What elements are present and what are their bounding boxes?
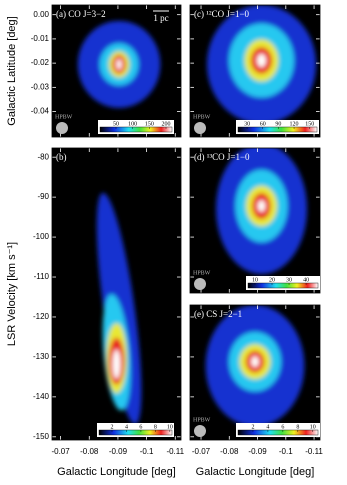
y-tick-label: -0.01 <box>31 34 50 43</box>
colorbar-tick-label: 60 <box>260 121 266 127</box>
panel-label: (b) <box>56 152 67 162</box>
colorbar <box>237 429 319 436</box>
beam-label: HPBW <box>193 270 211 276</box>
emission-blob <box>112 349 121 379</box>
colorbar-tick-label: 8 <box>296 424 299 430</box>
x-tick-label: -0.1 <box>279 447 293 456</box>
emission-blob <box>257 200 266 212</box>
beam <box>194 278 206 290</box>
colorbar-tick-label: 20 <box>269 277 275 283</box>
colorbar-tick-label: 10 <box>167 424 173 430</box>
emission <box>205 305 305 427</box>
colorbar-tick-label: 4 <box>266 424 269 430</box>
y-tick-label: -80 <box>37 152 49 161</box>
x-tick-label: -0.08 <box>80 447 99 456</box>
x-tick-label: -0.11 <box>166 447 184 456</box>
colorbar <box>99 126 173 133</box>
panel-frame <box>189 4 321 138</box>
colorbar-tick-label: 2 <box>251 424 254 430</box>
beam-label: HPBW <box>55 114 73 120</box>
y-axis-label: Galactic Latitude [deg] <box>6 16 18 125</box>
beam <box>194 425 206 437</box>
x-tick-label: -0.08 <box>220 447 239 456</box>
panel <box>52 5 181 137</box>
colorbar-tick-label: 10 <box>252 277 258 283</box>
colorbar-tick-label: 50 <box>113 121 119 127</box>
emission <box>96 192 142 425</box>
panel-label: (c) ¹²CO J=1−0 <box>194 9 250 19</box>
colorbar-tick-label: 40 <box>303 277 309 283</box>
colorbar <box>98 429 173 436</box>
panel <box>190 5 320 137</box>
y-axis-label: LSR Velocity [km s⁻¹] <box>6 242 18 346</box>
colorbar-tick-label: 120 <box>290 121 299 127</box>
beam-label: HPBW <box>193 417 211 423</box>
panel-frame <box>51 4 182 138</box>
y-tick-label: -100 <box>33 232 50 241</box>
x-tick-label: -0.1 <box>140 447 154 456</box>
x-axis-label: Galactic Longitude [deg] <box>57 466 176 478</box>
panel-frame <box>51 147 182 441</box>
x-tick-label: -0.09 <box>248 447 267 456</box>
colorbar-tick-label: 150 <box>305 121 314 127</box>
panel-frame <box>189 304 321 441</box>
colorbar-tick-label: 6 <box>139 424 142 430</box>
emission <box>216 148 307 275</box>
colorbar-tick-label: 30 <box>286 277 292 283</box>
colorbar <box>237 126 318 133</box>
y-tick-label: -0.03 <box>31 82 50 91</box>
colorbar-tick-label: 8 <box>154 424 157 430</box>
colorbar-tick-label: 90 <box>275 121 281 127</box>
panel <box>52 148 181 440</box>
colorbar-tick-label: 200 <box>162 121 171 127</box>
colorbar-tick-label: 4 <box>125 424 128 430</box>
panel-label: (e) CS J=2−1 <box>194 309 242 319</box>
y-tick-label: -140 <box>33 392 50 401</box>
colorbar <box>247 282 319 289</box>
y-tick-label: -130 <box>33 352 50 361</box>
panel-frame <box>189 147 321 294</box>
beam <box>56 122 68 134</box>
panel-label: (d) ¹³CO J=1−0 <box>194 152 250 162</box>
emission-blob <box>256 53 267 68</box>
colorbar-tick-label: 30 <box>244 121 250 127</box>
colorbar-tick-label: 150 <box>145 121 154 127</box>
beam <box>194 122 206 134</box>
y-tick-label: -120 <box>33 312 50 321</box>
x-tick-label: -0.07 <box>192 447 211 456</box>
x-axis-label: Galactic Longitude [deg] <box>196 466 315 478</box>
x-tick-label: -0.11 <box>305 447 323 456</box>
emission-blob <box>251 356 259 368</box>
colorbar-tick-label: 6 <box>281 424 284 430</box>
colorbar-tick-label: 10 <box>310 424 316 430</box>
x-tick-label: -0.07 <box>51 447 70 456</box>
colorbar-tick-label: 100 <box>128 121 137 127</box>
scalebar-label: 1 pc <box>153 13 168 23</box>
emission-blob <box>116 59 122 70</box>
panel-label: (a) CO J=3−2 <box>56 9 106 19</box>
y-tick-label: -0.02 <box>31 58 50 67</box>
emission <box>77 20 161 108</box>
panel <box>190 305 320 440</box>
y-tick-label: -110 <box>34 272 50 281</box>
x-tick-label: -0.09 <box>109 447 128 456</box>
emission <box>206 5 317 124</box>
beam-label: HPBW <box>193 114 211 120</box>
y-tick-label: -0.04 <box>31 107 50 116</box>
y-tick-label: -90 <box>37 192 49 201</box>
panel <box>190 148 320 293</box>
y-tick-label: 0.00 <box>33 10 49 19</box>
colorbar-tick-label: 2 <box>111 424 114 430</box>
y-tick-label: -150 <box>33 432 50 441</box>
